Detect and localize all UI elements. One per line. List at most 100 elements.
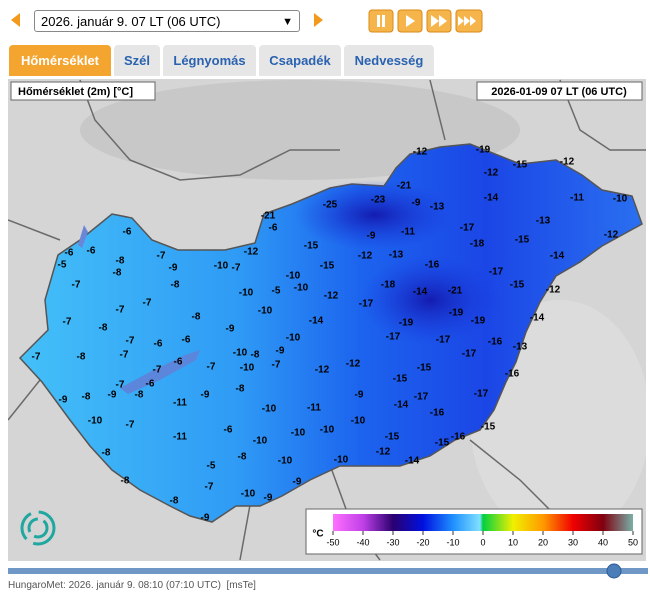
temperature-label: -25 bbox=[323, 200, 338, 211]
temperature-label: -8 bbox=[236, 384, 245, 395]
play-button[interactable] bbox=[397, 9, 423, 33]
temperature-label: -6 bbox=[174, 357, 183, 368]
prev-arrow[interactable] bbox=[8, 11, 24, 29]
colorbar-ticks: -50 -40 -30 -20 -10 0 10 20 30 40 50 bbox=[326, 531, 638, 547]
temperature-label: -13 bbox=[536, 216, 551, 227]
temperature-label: -11 bbox=[570, 193, 584, 204]
temperature-label: -21 bbox=[397, 181, 412, 192]
temperature-label: -16 bbox=[488, 337, 503, 348]
parameter-box bbox=[10, 81, 156, 101]
temperature-label: -10 bbox=[240, 363, 255, 374]
fast-forward-button[interactable] bbox=[426, 9, 452, 33]
time-slider[interactable] bbox=[8, 563, 648, 579]
temperature-label: -6 bbox=[65, 248, 74, 259]
temperature-label: -13 bbox=[389, 250, 404, 261]
temperature-label: -10 bbox=[320, 425, 335, 436]
temperature-label: -15 bbox=[515, 235, 530, 246]
temperature-label: -10 bbox=[278, 456, 293, 467]
temperature-label: -9 bbox=[226, 324, 235, 335]
temperature-label: -13 bbox=[513, 342, 528, 353]
temperature-labels: -12 -19 -15 -12 -12 -21 -11 -10 -14 -25 -23 -9 -13 -2… bbox=[32, 145, 628, 524]
colorbar-tick-label: -30 bbox=[386, 537, 399, 547]
temperature-label: -19 bbox=[449, 308, 464, 319]
temperature-label: -15 bbox=[393, 374, 408, 385]
temperature-label: -6 bbox=[87, 246, 96, 257]
temperature-label: -15 bbox=[510, 280, 525, 291]
tab[interactable]: Csapadék bbox=[259, 45, 341, 76]
colorbar-tick-label: 20 bbox=[538, 537, 548, 547]
temperature-label: -7 bbox=[126, 336, 135, 347]
footer-source: HungaroMet: 2026. január 9. 08:10 (07:10… bbox=[8, 580, 221, 591]
date-select[interactable]: 2026. január 9. 07 LT (06 UTC) ▼ bbox=[34, 10, 300, 32]
temperature-label: -10 bbox=[239, 288, 254, 299]
parameter-label: Hőmérséklet (2m) [°C] bbox=[18, 86, 133, 98]
time-box bbox=[476, 81, 643, 101]
fastest-button[interactable] bbox=[455, 9, 483, 33]
temperature-label: -14 bbox=[413, 287, 428, 298]
temperature-label: -15 bbox=[320, 261, 335, 272]
temperature-label: -9 bbox=[367, 231, 376, 242]
temperature-label: -7 bbox=[72, 280, 81, 291]
temperature-label: -15 bbox=[513, 160, 528, 171]
temperature-label: -9 bbox=[59, 395, 68, 406]
legend-unit: °C bbox=[312, 529, 323, 540]
temperature-label: -10 bbox=[262, 404, 277, 415]
playback-controls bbox=[368, 9, 483, 33]
temperature-label: -10 bbox=[241, 489, 256, 500]
temperature-label: -12 bbox=[244, 247, 259, 258]
temperature-label: -15 bbox=[304, 241, 319, 252]
temperature-label: -15 bbox=[435, 438, 450, 449]
temperature-label: -6 bbox=[224, 425, 233, 436]
tab[interactable]: Hőmérséklet bbox=[9, 45, 111, 76]
temperature-label: -12 bbox=[376, 447, 391, 458]
temperature-label: -10 bbox=[613, 194, 628, 205]
temperature-label: -7 bbox=[63, 317, 72, 328]
tab[interactable]: Nedvesség bbox=[344, 45, 434, 76]
temperature-label: -9 bbox=[264, 493, 273, 504]
temperature-label: -10 bbox=[334, 455, 349, 466]
logo bbox=[20, 510, 56, 546]
temperature-label: -12 bbox=[324, 291, 339, 302]
temperature-label: -23 bbox=[371, 195, 386, 206]
temperature-label: -11 bbox=[173, 398, 187, 409]
temperature-label: -7 bbox=[32, 352, 41, 363]
temperature-label: -17 bbox=[460, 223, 475, 234]
temperature-label: -11 bbox=[401, 227, 415, 238]
footer-link[interactable]: [msTe] bbox=[226, 580, 256, 591]
temperature-label: -15 bbox=[417, 363, 432, 374]
next-arrow[interactable] bbox=[310, 11, 326, 29]
temperature-label: -9 bbox=[201, 513, 210, 524]
temperature-label: -12 bbox=[560, 157, 575, 168]
temperature-label: -16 bbox=[505, 369, 520, 380]
temperature-label: -6 bbox=[123, 227, 132, 238]
temperature-label: -9 bbox=[412, 198, 421, 209]
temperature-label: -7 bbox=[232, 263, 241, 274]
temperature-label: -10 bbox=[88, 416, 103, 427]
temperature-label: -8 bbox=[121, 476, 130, 487]
temperature-label: -8 bbox=[99, 323, 108, 334]
temperature-label: -18 bbox=[381, 280, 396, 291]
colorbar-tick-label: 50 bbox=[628, 537, 638, 547]
temperature-label: -19 bbox=[399, 318, 414, 329]
temperature-label: -14 bbox=[484, 193, 499, 204]
temperature-label: -8 bbox=[82, 392, 91, 403]
colorbar-tick-label: -50 bbox=[326, 537, 339, 547]
temperature-label: -14 bbox=[309, 316, 324, 327]
footer: HungaroMet: 2026. január 9. 08:10 (07:10… bbox=[8, 580, 256, 591]
temperature-label: -7 bbox=[143, 298, 152, 309]
temperature-label: -14 bbox=[405, 456, 420, 467]
pause-button[interactable] bbox=[368, 9, 394, 33]
tab[interactable]: Szél bbox=[114, 45, 160, 76]
temperature-label: -6 bbox=[269, 223, 278, 234]
temperature-label: -13 bbox=[430, 202, 445, 213]
temperature-label: -19 bbox=[476, 145, 491, 156]
temperature-label: -17 bbox=[414, 392, 429, 403]
temperature-label: -7 bbox=[272, 360, 281, 371]
temperature-label: -19 bbox=[471, 316, 486, 327]
temperature-label: -10 bbox=[291, 428, 306, 439]
temperature-label: -11 bbox=[173, 432, 187, 443]
temperature-label: -17 bbox=[436, 335, 451, 346]
tab[interactable]: Légnyomás bbox=[163, 45, 256, 76]
temperature-label: -16 bbox=[430, 408, 445, 419]
